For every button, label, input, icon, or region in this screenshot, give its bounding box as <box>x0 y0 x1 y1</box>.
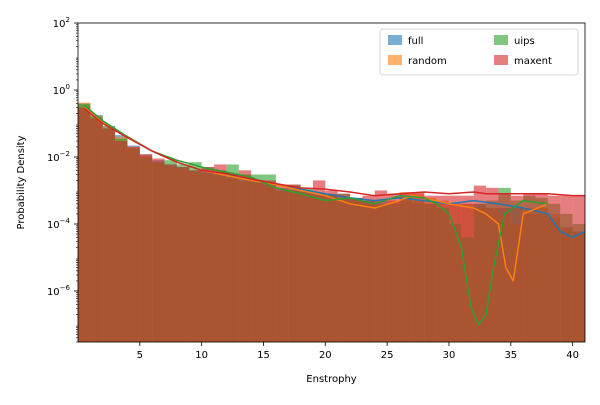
bar-maxent-1 <box>90 118 103 342</box>
bar-maxent-36 <box>523 193 536 342</box>
y-axis-label: Probability Density <box>16 135 27 229</box>
legend-swatch <box>494 35 508 45</box>
bar-maxent-33 <box>486 187 499 342</box>
density-curve-layer <box>83 104 585 326</box>
bar-maxent-11 <box>214 164 227 342</box>
legend-item-maxent: maxent <box>494 55 552 67</box>
bar-maxent-14 <box>251 180 264 342</box>
y-tick-label: 10−6 <box>47 284 71 298</box>
bar-maxent-21 <box>337 193 351 342</box>
bar-maxent-31 <box>461 195 474 342</box>
legend-frame <box>379 28 579 76</box>
y-tick-label: 10−2 <box>47 150 70 164</box>
bar-maxent-37 <box>535 193 548 342</box>
x-tick-label: 25 <box>381 350 394 361</box>
series-maxent-bars <box>78 107 585 342</box>
bar-maxent-38 <box>547 195 561 342</box>
bar-maxent-28 <box>424 195 437 342</box>
x-tick-label: 10 <box>195 350 208 361</box>
bar-maxent-23 <box>362 195 375 342</box>
series-layer <box>78 102 585 342</box>
plot-frame <box>77 22 586 343</box>
y-tick-label: 100 <box>53 83 70 97</box>
bar-maxent-15 <box>263 180 276 342</box>
x-tick-label: 15 <box>257 350 270 361</box>
bar-maxent-39 <box>560 195 573 342</box>
legend: full random uips maxent <box>379 28 579 76</box>
bar-maxent-12 <box>226 174 239 342</box>
bar-maxent-25 <box>387 193 400 342</box>
bar-maxent-27 <box>411 192 425 342</box>
bar-maxent-19 <box>312 180 326 342</box>
x-axis-ticks: 5 10 15 20 25 30 35 40 <box>137 342 579 361</box>
bar-maxent-10 <box>201 167 215 342</box>
legend-label: full <box>408 36 423 47</box>
legend-swatch <box>388 55 402 65</box>
bar-maxent-18 <box>300 190 313 342</box>
bar-maxent-6 <box>152 158 165 342</box>
bar-maxent-2 <box>102 128 116 342</box>
x-tick-label: 5 <box>137 350 143 361</box>
bar-maxent-16 <box>275 184 289 342</box>
kde-line-uips <box>83 104 548 326</box>
bar-maxent-8 <box>176 167 190 342</box>
bar-maxent-0 <box>78 107 91 342</box>
x-tick-label: 20 <box>319 350 332 361</box>
bar-maxent-35 <box>510 195 524 342</box>
legend-item-full: full <box>388 35 423 47</box>
bar-maxent-13 <box>238 170 252 342</box>
bar-maxent-3 <box>115 141 128 342</box>
bar-maxent-7 <box>164 164 177 342</box>
bar-maxent-24 <box>374 190 388 342</box>
bar-maxent-22 <box>350 197 363 342</box>
legend-item-random: random <box>388 55 447 67</box>
legend-label: maxent <box>514 56 552 67</box>
bar-maxent-5 <box>139 154 153 342</box>
legend-swatch <box>388 35 402 45</box>
bar-maxent-20 <box>325 190 338 342</box>
x-tick-label: 35 <box>504 350 517 361</box>
y-tick-label: 102 <box>53 16 70 30</box>
bar-maxent-40 <box>572 195 585 342</box>
bar-maxent-29 <box>436 195 449 342</box>
legend-item-uips: uips <box>494 35 535 47</box>
legend-label: random <box>408 56 447 67</box>
y-axis-ticks: 10−6 10−4 10−2 100 102 <box>47 16 78 343</box>
bar-maxent-26 <box>399 193 412 342</box>
legend-label: uips <box>514 36 535 47</box>
bar-maxent-4 <box>127 146 140 342</box>
bar-maxent-17 <box>288 184 301 342</box>
bar-maxent-9 <box>189 170 202 342</box>
bar-maxent-32 <box>473 185 487 342</box>
x-axis-label: Enstrophy <box>306 374 356 385</box>
bar-maxent-30 <box>448 195 462 342</box>
legend-swatch <box>494 55 508 65</box>
kde-line-maxent <box>83 107 585 197</box>
x-tick-label: 30 <box>443 350 456 361</box>
y-tick-label: 10−4 <box>47 217 71 231</box>
x-tick-label: 40 <box>566 350 579 361</box>
